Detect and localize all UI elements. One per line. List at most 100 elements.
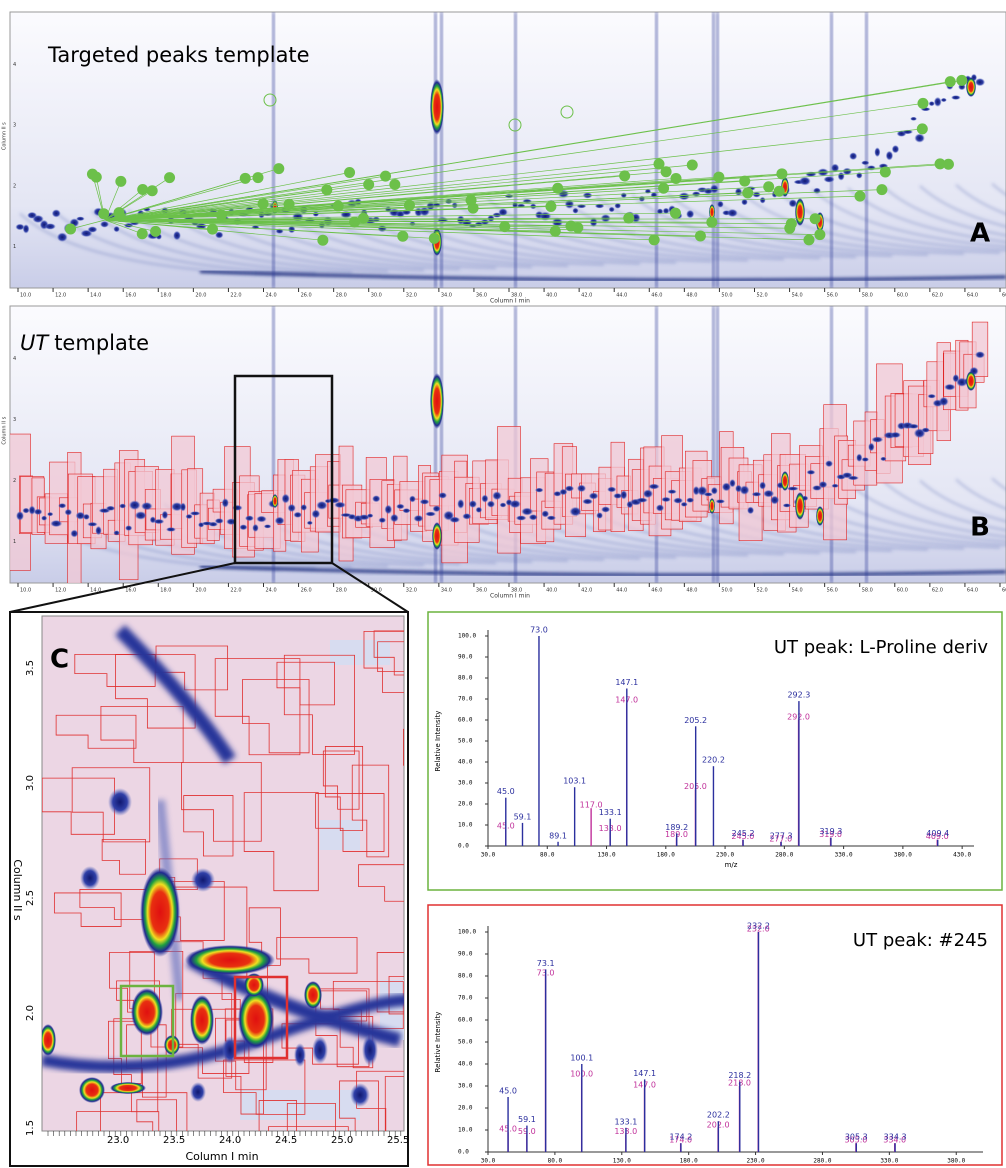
ut-border (115, 654, 196, 729)
streak (919, 479, 1006, 523)
x-tick-label: 32.0 (406, 293, 417, 299)
peak (173, 230, 181, 241)
peak (559, 488, 568, 496)
match-line (70, 219, 106, 230)
target-peak (65, 223, 77, 235)
ut-border (268, 1126, 349, 1131)
peak-bar (712, 766, 715, 846)
peak (734, 187, 743, 197)
peak (933, 96, 942, 107)
peak (582, 192, 593, 199)
x-tick-label: 34.0 (441, 293, 452, 299)
peak (856, 453, 863, 462)
ut-border (283, 654, 355, 755)
peak (294, 1043, 306, 1067)
y-tick-label: 90.0 (458, 951, 473, 958)
peak (180, 502, 187, 512)
hot-peak (966, 371, 976, 391)
peak (509, 499, 521, 509)
peak (425, 511, 436, 517)
ut-border (286, 1103, 336, 1131)
match-line (92, 174, 106, 221)
ut-border (373, 630, 404, 676)
peak (871, 436, 884, 443)
peak (244, 515, 254, 522)
ut-border (339, 1016, 374, 1069)
peak (215, 231, 224, 239)
peak (837, 171, 845, 181)
peak (44, 223, 56, 230)
peak (861, 160, 870, 166)
peak (813, 187, 821, 194)
bleed (655, 306, 658, 583)
ut-border (100, 1092, 188, 1131)
peak (58, 503, 67, 509)
target-peak (956, 74, 968, 86)
x-tick-label: 64.0 (967, 588, 978, 594)
plot (42, 625, 404, 1131)
target-peak (854, 190, 866, 202)
streak (883, 480, 1006, 532)
streak (523, 197, 785, 261)
peak (22, 224, 30, 234)
streak (667, 192, 929, 256)
match-line (104, 164, 693, 221)
x-tick-label: 14.0 (90, 293, 101, 299)
peak-bar (538, 636, 540, 846)
ut-border (136, 1099, 178, 1131)
x-tick-label: 56.0 (827, 293, 838, 299)
peak-label: 232.0 (747, 925, 770, 934)
peak-bar (625, 1127, 627, 1152)
y-tick-label: 3.0 (25, 775, 36, 791)
peak-label: 220.2 (702, 756, 725, 765)
y-tick-label: 4 (13, 356, 16, 362)
y-tick-label: 2.0 (25, 1005, 36, 1021)
peak (759, 481, 767, 490)
x-tick-label: 16.0 (125, 293, 136, 299)
hot-peak (781, 471, 789, 491)
peak (806, 469, 816, 475)
target-peak (164, 172, 176, 184)
peak (80, 866, 100, 890)
peak (874, 147, 881, 158)
target-peak (742, 187, 754, 199)
ut-region (971, 321, 989, 377)
peak (890, 431, 901, 439)
streak (739, 190, 1001, 254)
hot-peak (430, 79, 444, 135)
hot-peak (304, 981, 322, 1009)
ut-border (363, 630, 404, 693)
peak (87, 226, 98, 233)
match-line (104, 128, 923, 221)
peak (409, 495, 416, 503)
streak (883, 186, 1006, 237)
bleed (272, 12, 275, 288)
x-tick-label: 18.0 (160, 293, 171, 299)
ut-border (181, 761, 262, 842)
x-tick-label: 60.0 (897, 293, 908, 299)
y-tick-label: 10.0 (458, 822, 473, 829)
peak-label: 202.2 (707, 1111, 730, 1120)
y-axis-label: Relative Intensity (434, 711, 442, 772)
peak-bar (544, 969, 547, 1152)
match-line (104, 176, 719, 221)
target-peak (942, 158, 954, 170)
target-peak (686, 159, 698, 171)
match-line (104, 171, 667, 221)
peak (891, 144, 900, 154)
peak-label: 305.0 (844, 1136, 867, 1145)
ut-border (55, 714, 137, 749)
peak-label: 117.0 (580, 801, 603, 810)
peak-bar (739, 1081, 741, 1152)
peak-label: 277.0 (769, 834, 792, 843)
peak (189, 511, 201, 516)
peak (70, 529, 79, 538)
peak-label: 174.2 (669, 1133, 692, 1142)
match-line (104, 177, 259, 221)
y-tick-label: 0.0 (458, 843, 469, 850)
peak-bar (680, 1143, 682, 1152)
peak (546, 515, 557, 521)
baseline-band (199, 269, 1006, 282)
title-rest: template (54, 331, 149, 355)
peak (528, 514, 538, 521)
